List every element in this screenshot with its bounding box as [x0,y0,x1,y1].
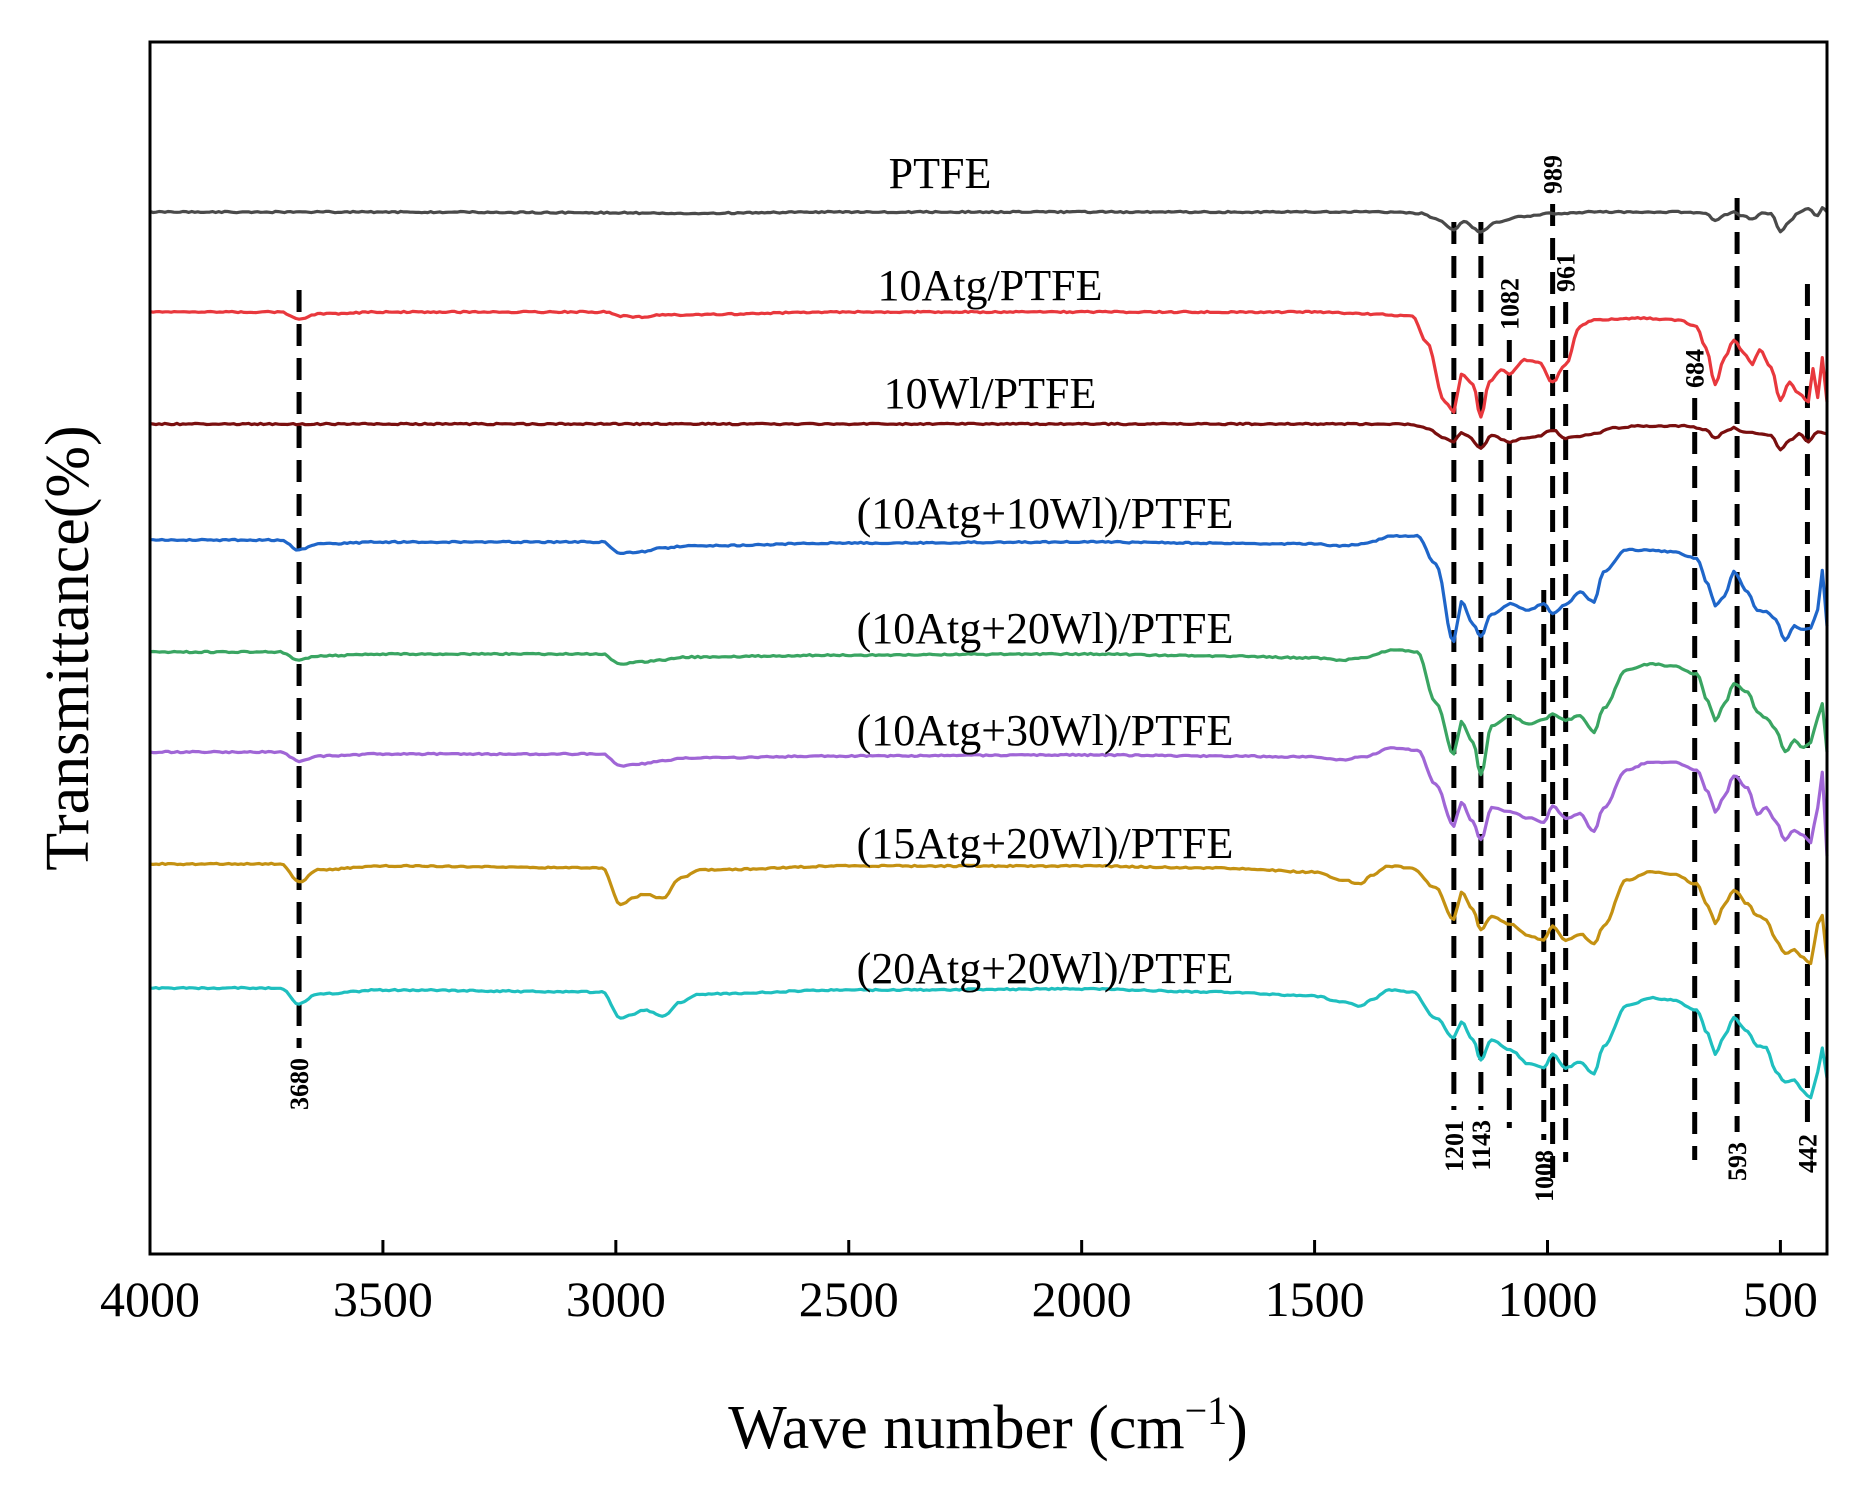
x-tick-label: 3000 [566,1271,666,1327]
series-label-10atg-20wl-ptfe: (10Atg+20Wl)/PTFE [857,604,1234,653]
peak-label-1143: 1143 [1467,1120,1496,1171]
series-line-4 [149,648,1829,777]
series-line-1 [149,309,1829,419]
series-label-10atg-30wl-ptfe: (10Atg+30Wl)/PTFE [857,706,1234,755]
peak-label-593: 593 [1723,1142,1752,1181]
series-line-5 [149,746,1829,857]
series-label-10wl-ptfe: 10Wl/PTFE [884,369,1097,418]
series-label-10atg-ptfe: 10Atg/PTFE [878,261,1103,310]
x-tick-label: 1000 [1498,1271,1598,1327]
series-line-6 [149,861,1829,966]
peak-label-961: 961 [1552,253,1581,292]
x-tick-label: 4000 [100,1271,200,1327]
x-axis-title: Wave number (cm−1) [728,1388,1248,1462]
peak-label-1201: 1201 [1440,1120,1469,1172]
plot-frame [148,40,1829,1256]
x-axis-title-sup: −1 [1185,1388,1228,1433]
series-label-10atg-10wl-ptfe: (10Atg+10Wl)/PTFE [857,489,1234,538]
x-tick-label: 3500 [333,1271,433,1327]
series-labels: PTFE 10Atg/PTFE 10Wl/PTFE (10Atg+10Wl)/P… [857,149,1234,993]
x-tick-label: 500 [1743,1271,1818,1327]
peak-label-1082: 1082 [1495,278,1524,330]
x-axis-title-close: ) [1227,1394,1248,1462]
peak-label-684: 684 [1681,349,1710,388]
series-line-3 [150,533,1829,644]
series-label-ptfe: PTFE [889,149,992,198]
peak-label-989: 989 [1539,155,1568,194]
x-tick-label: 2500 [799,1271,899,1327]
x-tick-label: 2000 [1032,1271,1132,1327]
y-axis-title: Transmittance(%) [34,425,102,870]
peak-label-442: 442 [1793,1134,1822,1173]
x-tick-label: 1500 [1265,1271,1365,1327]
spectra-series [149,206,1829,1100]
series-label-20atg-20wl-ptfe: (20Atg+20Wl)/PTFE [857,944,1234,993]
series-label-15atg-20wl-ptfe: (15Atg+20Wl)/PTFE [857,819,1234,868]
peak-label-3680: 3680 [285,1058,314,1110]
series-line-7 [150,985,1829,1100]
series-line-2 [149,421,1828,452]
x-axis-title-text: Wave number (cm [728,1394,1184,1462]
x-axis-ticks: 4000 3500 3000 2500 2000 1500 1000 500 [100,1240,1818,1327]
series-line-0 [149,206,1829,234]
